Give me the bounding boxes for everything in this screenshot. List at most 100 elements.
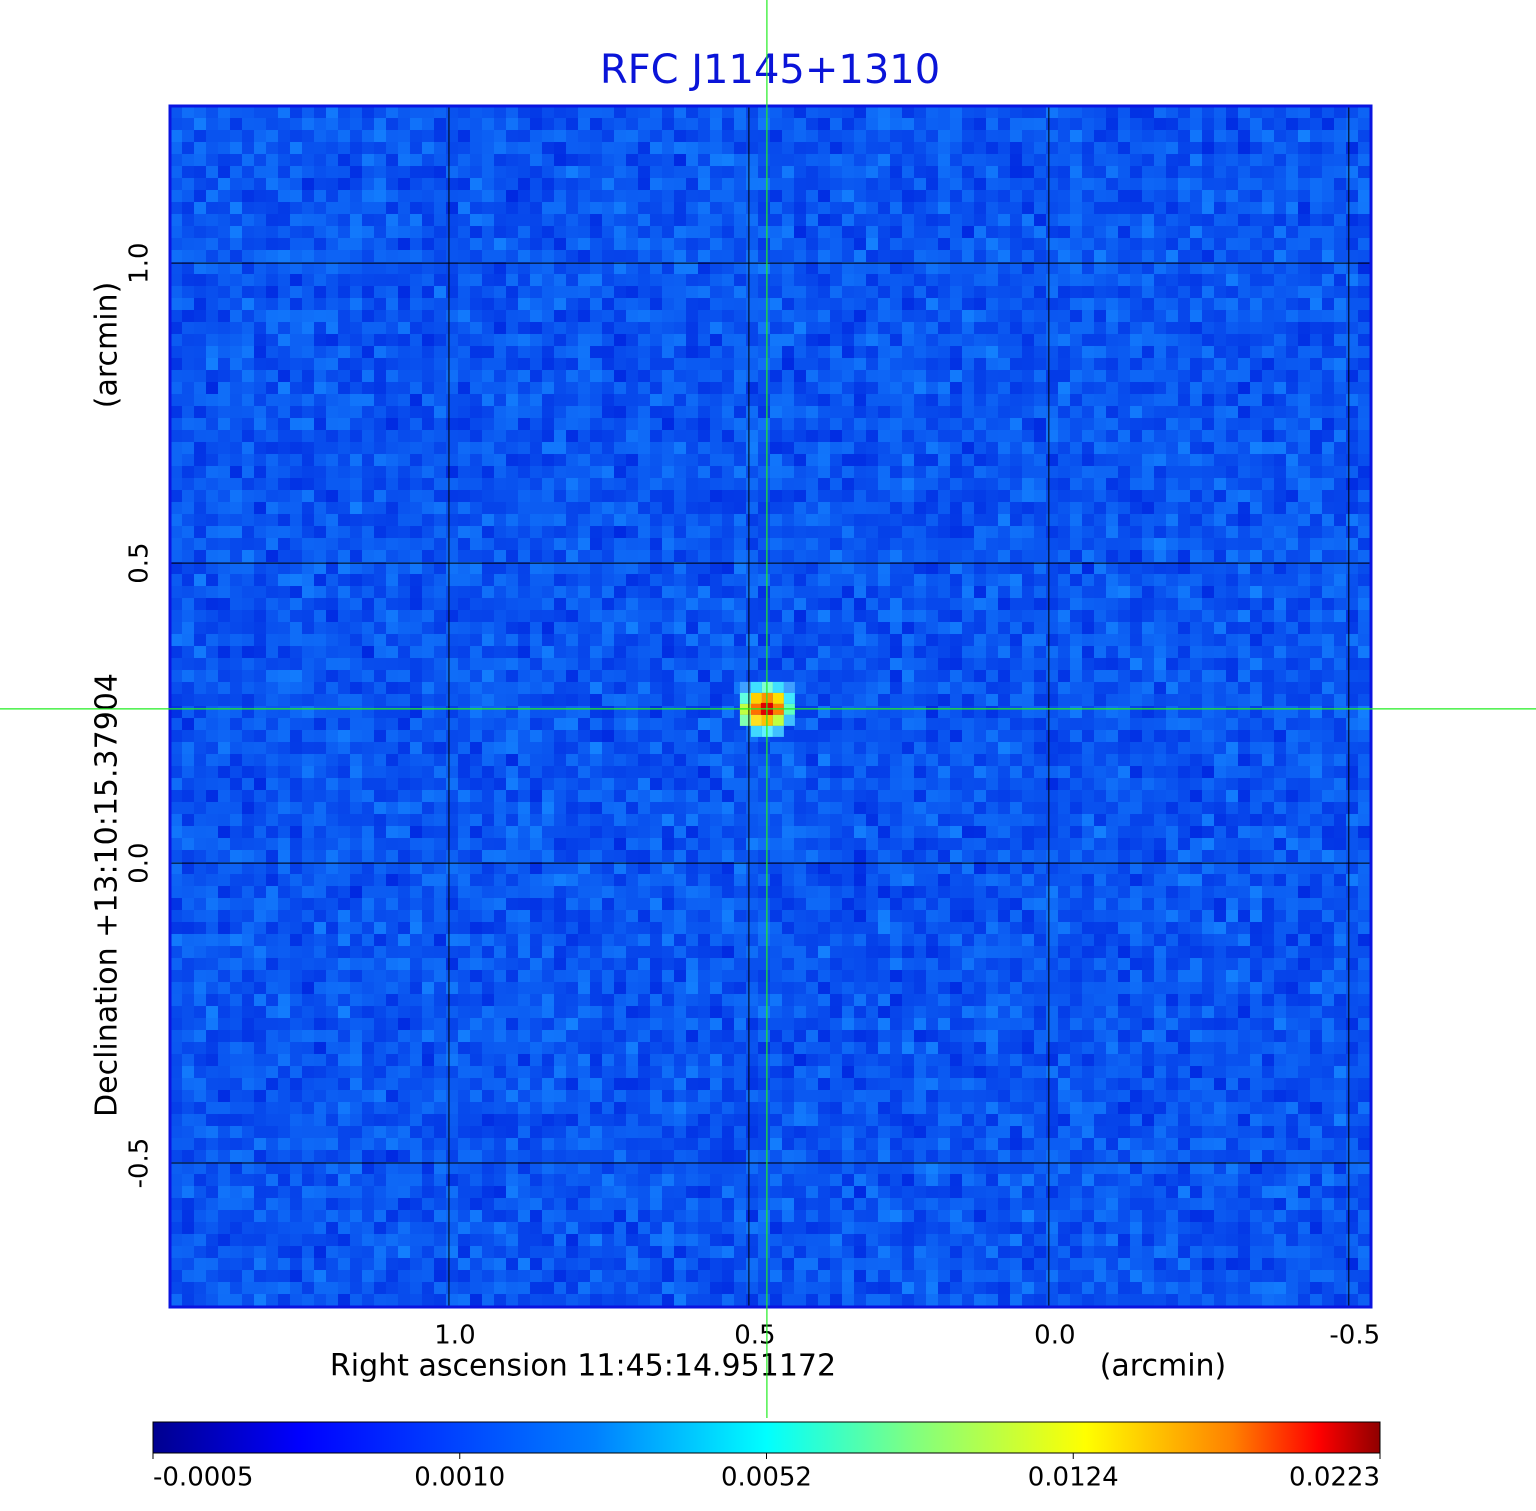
noise-pixel [998, 202, 1010, 214]
noise-pixel [1286, 526, 1298, 538]
noise-pixel [326, 382, 338, 394]
noise-pixel [230, 478, 242, 490]
noise-pixel [1154, 226, 1166, 238]
noise-pixel [938, 382, 950, 394]
noise-pixel [302, 598, 314, 610]
noise-pixel [386, 262, 398, 274]
noise-pixel [1106, 442, 1118, 454]
noise-pixel [1070, 478, 1082, 490]
noise-pixel [446, 562, 458, 574]
noise-pixel [650, 670, 662, 682]
noise-pixel [1022, 466, 1034, 478]
noise-pixel [374, 214, 386, 226]
noise-pixel [746, 430, 758, 442]
noise-pixel [1334, 226, 1346, 238]
noise-pixel [326, 454, 338, 466]
noise-pixel [1310, 394, 1322, 406]
noise-pixel [494, 262, 506, 274]
noise-pixel [290, 310, 302, 322]
noise-pixel [530, 214, 542, 226]
noise-pixel [398, 478, 410, 490]
noise-pixel [1346, 490, 1358, 502]
noise-pixel [530, 622, 542, 634]
noise-pixel [734, 286, 746, 298]
noise-pixel [1166, 118, 1178, 130]
noise-pixel [1334, 142, 1346, 154]
noise-pixel [1238, 154, 1250, 166]
noise-pixel [626, 454, 638, 466]
noise-pixel [1334, 178, 1346, 190]
noise-pixel [866, 382, 878, 394]
noise-pixel [1322, 190, 1334, 202]
noise-pixel [650, 562, 662, 574]
noise-pixel [530, 598, 542, 610]
noise-pixel [458, 550, 470, 562]
noise-pixel [650, 406, 662, 418]
noise-pixel [1286, 274, 1298, 286]
noise-pixel [806, 586, 818, 598]
noise-pixel [458, 382, 470, 394]
noise-pixel [182, 562, 194, 574]
noise-pixel [902, 346, 914, 358]
noise-pixel [698, 514, 710, 526]
noise-pixel [290, 154, 302, 166]
noise-pixel [1310, 430, 1322, 442]
noise-pixel [1214, 682, 1226, 694]
noise-pixel [638, 670, 650, 682]
noise-pixel [602, 658, 614, 670]
noise-pixel [806, 310, 818, 322]
noise-pixel [998, 238, 1010, 250]
noise-pixel [434, 406, 446, 418]
noise-pixel [422, 670, 434, 682]
noise-pixel [1142, 430, 1154, 442]
noise-pixel [1346, 238, 1358, 250]
noise-pixel [1130, 322, 1142, 334]
noise-pixel [542, 442, 554, 454]
noise-pixel [986, 658, 998, 670]
noise-pixel [686, 478, 698, 490]
noise-pixel [194, 454, 206, 466]
noise-pixel [566, 178, 578, 190]
noise-pixel [194, 130, 206, 142]
noise-pixel [1202, 658, 1214, 670]
noise-pixel [422, 418, 434, 430]
noise-pixel [962, 178, 974, 190]
noise-pixel [698, 646, 710, 658]
noise-pixel [1118, 514, 1130, 526]
noise-pixel [1022, 502, 1034, 514]
noise-pixel [914, 106, 926, 118]
noise-pixel [518, 298, 530, 310]
noise-pixel [1322, 562, 1334, 574]
noise-pixel [986, 442, 998, 454]
noise-pixel [1322, 178, 1334, 190]
noise-pixel [1346, 118, 1358, 130]
noise-pixel [1070, 106, 1082, 118]
noise-pixel [398, 394, 410, 406]
noise-pixel [1358, 430, 1370, 442]
noise-pixel [1010, 514, 1022, 526]
noise-pixel [242, 142, 254, 154]
noise-pixel [1058, 130, 1070, 142]
noise-pixel [614, 490, 626, 502]
noise-pixel [290, 682, 302, 694]
noise-pixel [1106, 478, 1118, 490]
noise-pixel [206, 538, 218, 550]
noise-pixel [1346, 334, 1358, 346]
noise-pixel [602, 298, 614, 310]
noise-pixel [1070, 634, 1082, 646]
noise-pixel [614, 574, 626, 586]
noise-pixel [626, 166, 638, 178]
noise-pixel [326, 682, 338, 694]
noise-pixel [386, 610, 398, 622]
noise-pixel [1262, 466, 1274, 478]
noise-pixel [674, 694, 686, 706]
noise-pixel [998, 550, 1010, 562]
noise-pixel [398, 358, 410, 370]
noise-pixel [878, 178, 890, 190]
noise-pixel [254, 430, 266, 442]
noise-pixel [422, 286, 434, 298]
noise-pixel [554, 670, 566, 682]
noise-pixel [482, 154, 494, 166]
noise-pixel [590, 430, 602, 442]
noise-pixel [1034, 154, 1046, 166]
